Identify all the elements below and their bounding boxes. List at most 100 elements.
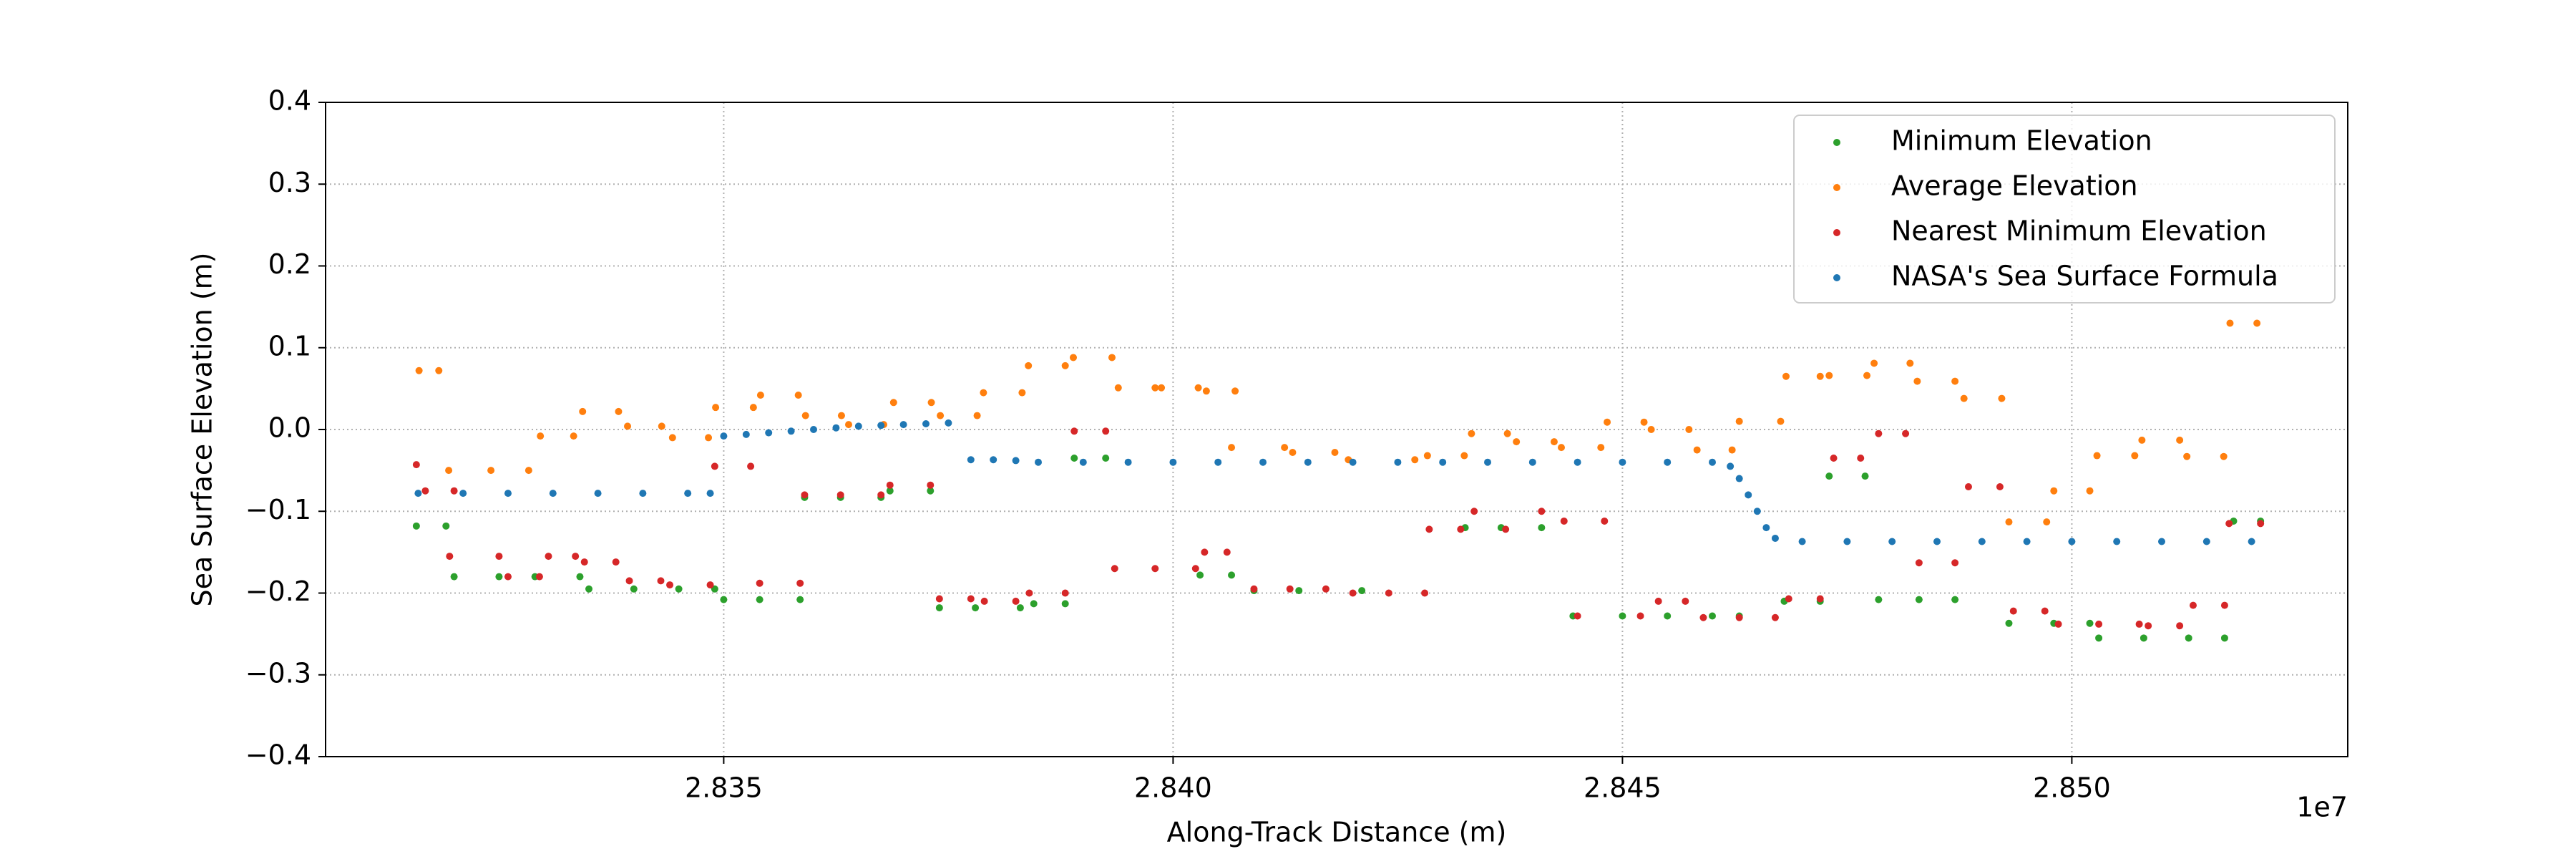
point — [2253, 319, 2261, 327]
point — [2095, 634, 2103, 642]
y-tick-label: 0.0 — [268, 412, 311, 444]
point — [1601, 517, 1609, 525]
x-tick-label: 2.835 — [685, 772, 763, 804]
point — [1228, 444, 1236, 452]
point — [1030, 600, 1038, 608]
point — [2005, 619, 2013, 627]
point — [1682, 597, 1689, 605]
point — [2093, 452, 2101, 460]
point — [1061, 589, 1069, 597]
point — [2005, 518, 2013, 526]
point — [525, 467, 532, 475]
point — [1025, 361, 1033, 369]
point — [927, 481, 935, 489]
point — [2054, 620, 2062, 628]
point — [585, 585, 593, 593]
point — [639, 490, 647, 498]
point — [2068, 538, 2076, 545]
point — [1664, 612, 1672, 620]
point — [2050, 487, 2058, 495]
point — [450, 573, 458, 581]
point — [2140, 634, 2147, 642]
point — [1108, 354, 1116, 361]
point — [935, 604, 943, 612]
point — [980, 389, 987, 397]
point — [1231, 387, 1239, 395]
point — [2043, 518, 2051, 526]
point — [1816, 372, 1824, 380]
point — [535, 573, 543, 581]
point — [657, 577, 665, 585]
point — [927, 487, 935, 495]
point — [2131, 452, 2139, 460]
point — [615, 407, 623, 415]
point — [1151, 565, 1159, 573]
point — [1619, 458, 1626, 466]
x-offset-text: 1e7 — [2296, 792, 2348, 823]
y-tick-label: −0.3 — [245, 657, 311, 689]
point — [967, 595, 975, 603]
point — [1457, 525, 1465, 533]
point — [2257, 520, 2265, 528]
point — [1888, 538, 1896, 545]
point — [459, 490, 467, 498]
point — [1906, 359, 1914, 367]
point — [625, 577, 633, 585]
point — [2220, 452, 2228, 460]
y-tick-label: 0.2 — [268, 248, 311, 280]
point — [1124, 458, 1132, 466]
point — [1070, 454, 1078, 462]
point — [899, 421, 907, 429]
point — [1421, 589, 1429, 597]
point — [1863, 372, 1871, 379]
x-axis-label: Along-Track Distance (m) — [1167, 817, 1507, 848]
point — [1102, 427, 1110, 435]
point — [487, 467, 495, 475]
point — [1709, 458, 1717, 466]
point — [579, 407, 587, 415]
point — [2138, 436, 2146, 444]
point — [712, 404, 720, 412]
point — [1745, 491, 1752, 499]
point — [1647, 426, 1655, 433]
point — [1358, 587, 1366, 595]
point — [1281, 444, 1289, 452]
point — [549, 490, 557, 498]
point — [2248, 538, 2255, 545]
point — [1460, 452, 1468, 460]
point — [1996, 482, 2004, 490]
point — [747, 462, 755, 470]
point — [1699, 613, 1707, 621]
point — [1785, 595, 1792, 603]
point — [1286, 585, 1294, 593]
point — [706, 581, 714, 589]
point — [412, 461, 420, 469]
point — [1727, 462, 1735, 470]
point — [967, 456, 975, 464]
legend-label: Nearest Minimum Elevation — [1891, 215, 2267, 247]
point — [1753, 508, 1761, 515]
point — [668, 434, 676, 442]
point — [1079, 458, 1087, 466]
point — [935, 595, 943, 603]
point — [1870, 359, 1878, 367]
point — [1782, 372, 1790, 380]
point — [2009, 607, 2017, 615]
point — [580, 558, 588, 566]
point — [1425, 525, 1433, 533]
point — [504, 490, 512, 498]
point — [877, 422, 885, 430]
point — [1798, 538, 1806, 545]
point — [1102, 454, 1110, 462]
point — [2176, 436, 2184, 444]
point — [1728, 446, 1736, 454]
point — [877, 491, 885, 499]
point — [945, 419, 952, 427]
point — [445, 467, 453, 475]
point — [1158, 384, 1166, 392]
point — [801, 491, 809, 499]
y-tick-label: 0.1 — [268, 330, 311, 361]
point — [2220, 601, 2228, 609]
point — [1693, 446, 1701, 454]
